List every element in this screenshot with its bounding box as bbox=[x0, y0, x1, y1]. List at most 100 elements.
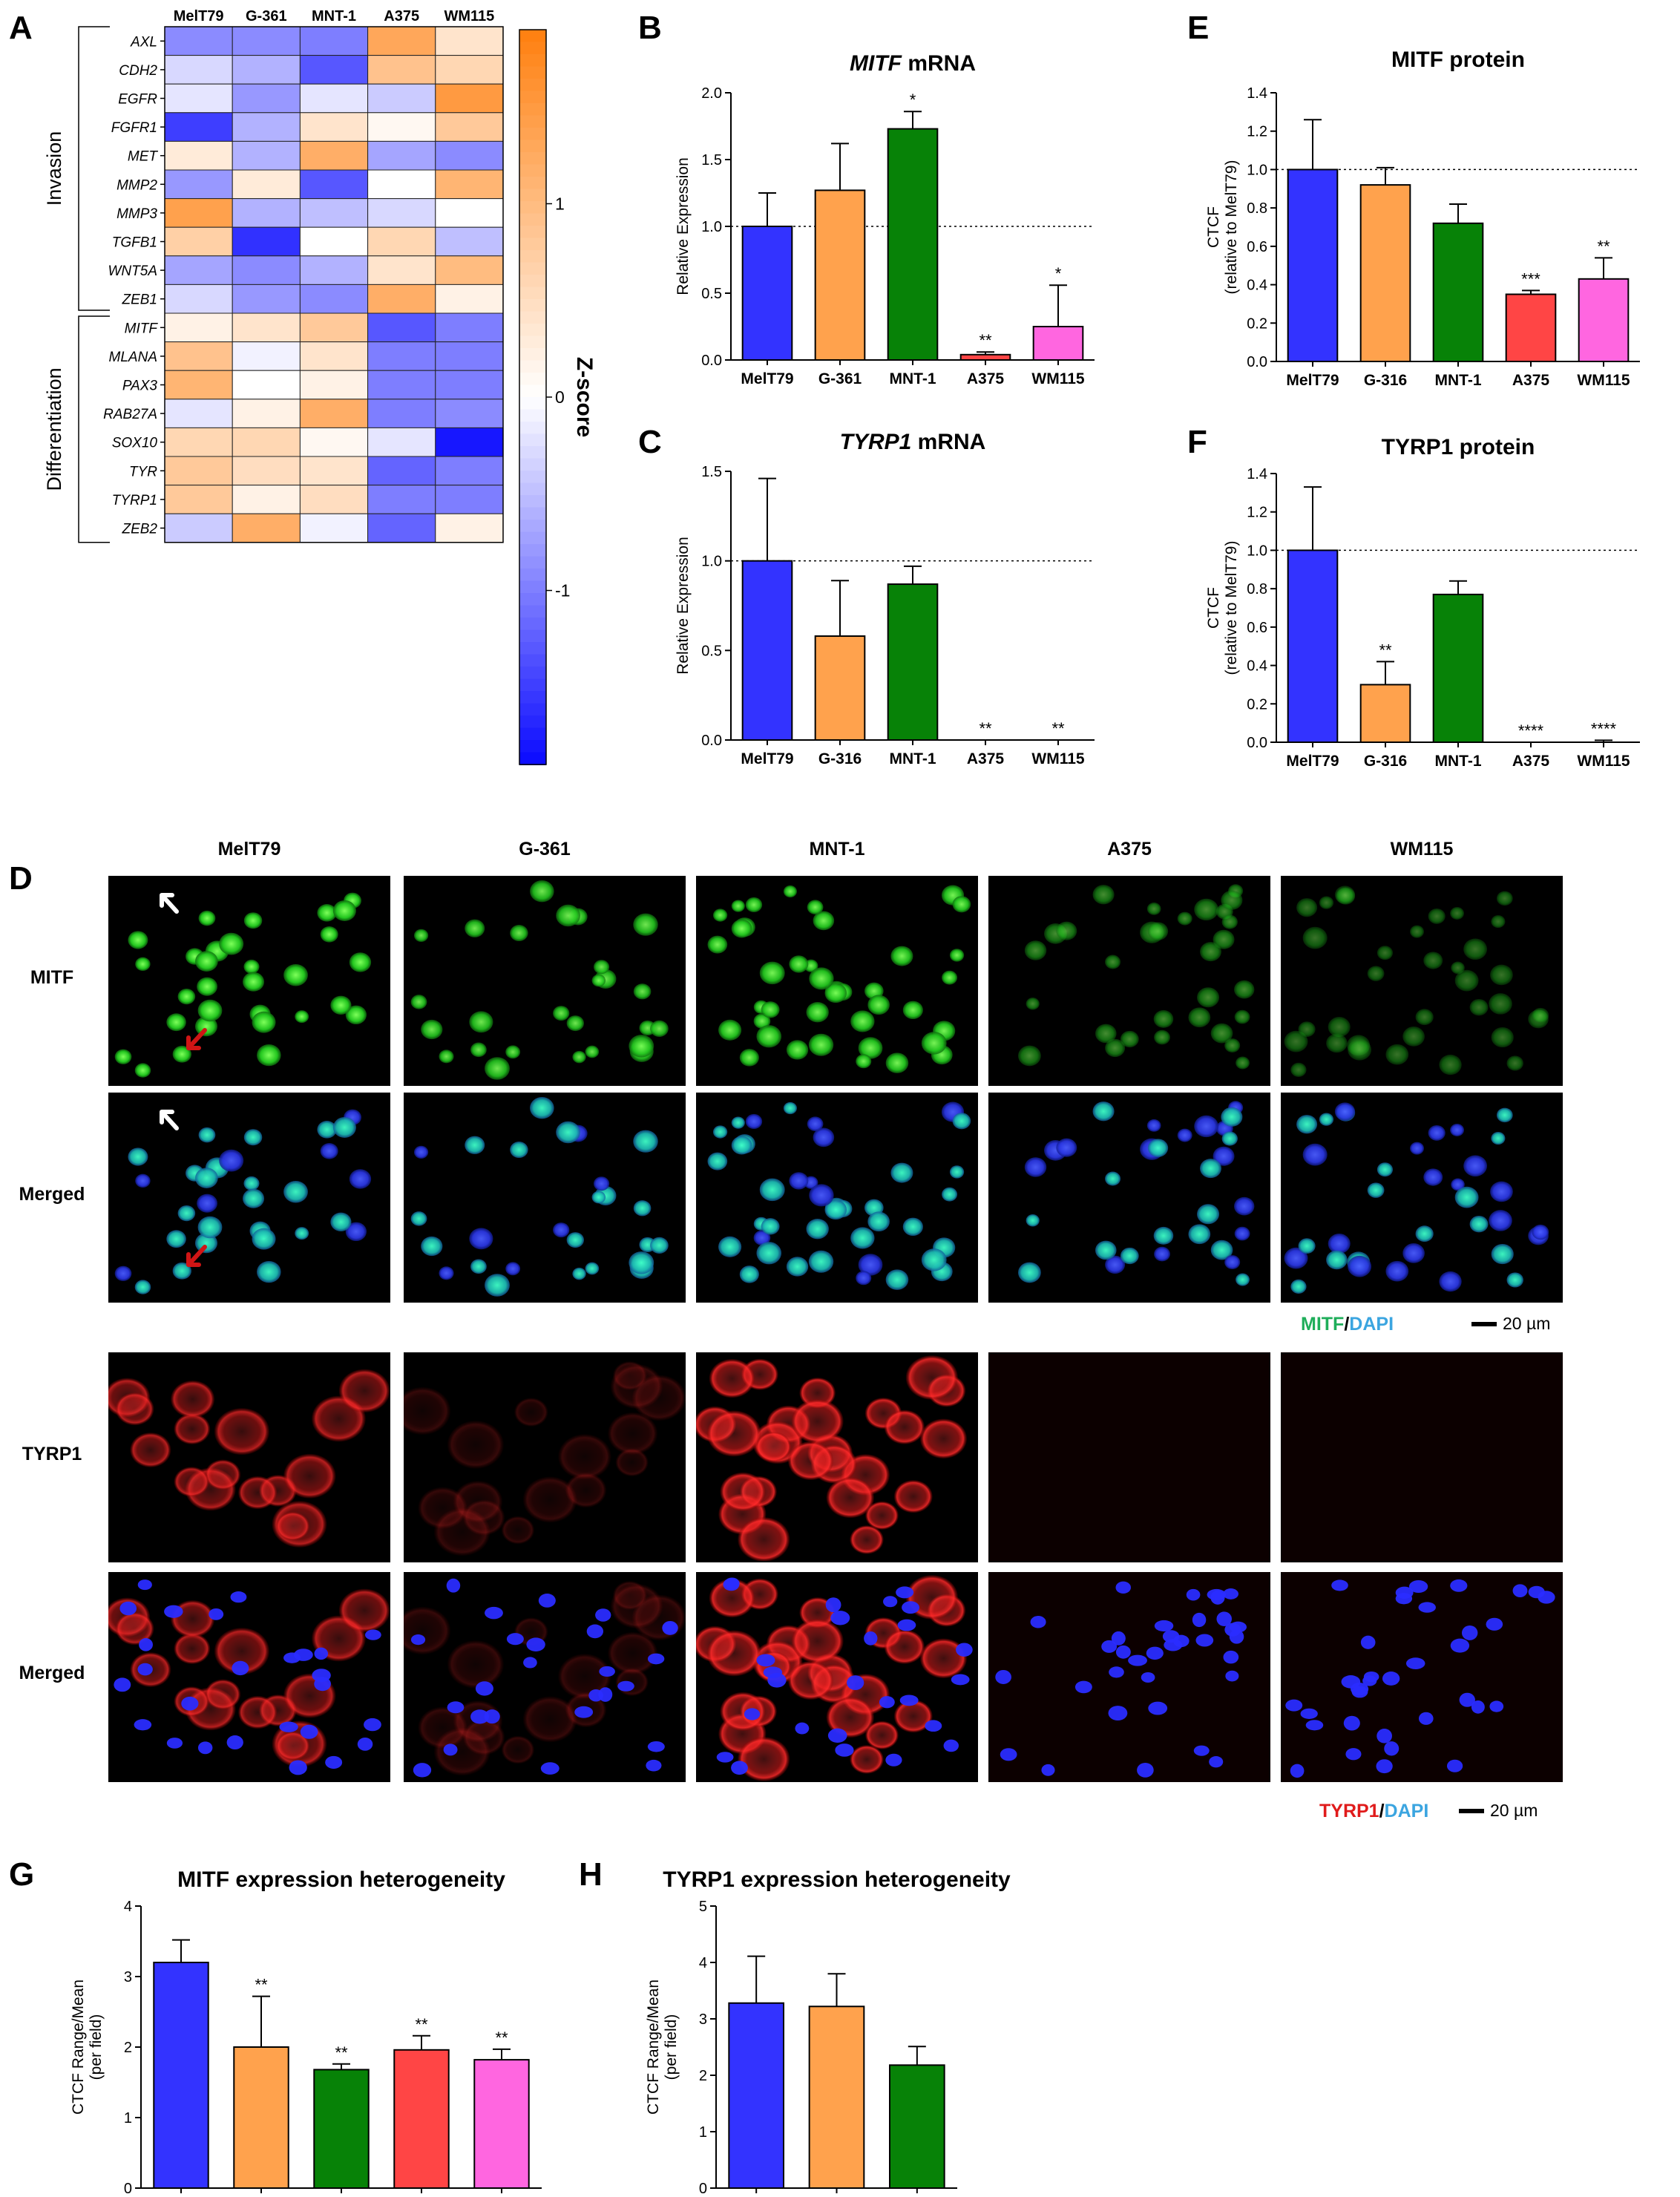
cytoplasm bbox=[404, 1386, 451, 1435]
nucleus bbox=[226, 1735, 243, 1750]
cytoplasm bbox=[787, 1661, 834, 1700]
heatmap-cell bbox=[164, 83, 233, 114]
nucleus bbox=[783, 1101, 797, 1115]
nucleus bbox=[209, 1608, 224, 1620]
nucleus bbox=[320, 926, 338, 943]
nucleus bbox=[1225, 1670, 1239, 1682]
cytoplasm bbox=[463, 1719, 505, 1755]
nucleus bbox=[629, 1251, 654, 1274]
nucleus bbox=[921, 1032, 947, 1055]
micrograph-background bbox=[1281, 876, 1563, 1086]
micrograph-panel bbox=[108, 1093, 390, 1303]
nucleus bbox=[1296, 898, 1318, 917]
nucleus bbox=[465, 919, 485, 937]
nucleus bbox=[1319, 1113, 1334, 1126]
nucleus bbox=[1234, 1226, 1250, 1241]
nucleus bbox=[731, 1116, 745, 1129]
colorbar-segment bbox=[519, 727, 546, 741]
nucleus bbox=[1402, 1027, 1425, 1047]
y-tick-label: 2 bbox=[124, 2040, 132, 2056]
cytoplasm bbox=[338, 1369, 390, 1412]
cytoplasm bbox=[174, 1633, 211, 1664]
micrograph-content bbox=[114, 892, 372, 1078]
heatmap-row-label: ZEB2 bbox=[121, 522, 157, 537]
nucleus bbox=[1200, 1159, 1221, 1179]
nucleus bbox=[809, 967, 834, 990]
colorbar-segment bbox=[519, 520, 546, 533]
heatmap-row-label: RAB27A bbox=[103, 407, 157, 422]
colorbar-segment bbox=[519, 213, 546, 226]
heatmap-column-label: MNT-1 bbox=[312, 8, 356, 24]
nucleus bbox=[599, 1666, 615, 1677]
heatmap-cell bbox=[299, 112, 369, 142]
nucleus bbox=[1024, 940, 1047, 960]
nucleus bbox=[1376, 1759, 1393, 1774]
nucleus bbox=[1153, 1226, 1174, 1245]
nucleus bbox=[1469, 1215, 1489, 1233]
nucleus bbox=[1210, 1590, 1225, 1605]
nucleus bbox=[1120, 1247, 1139, 1265]
nucleus bbox=[1326, 1033, 1348, 1053]
nucleus bbox=[858, 1254, 883, 1276]
nucleus bbox=[349, 1169, 372, 1189]
nucleus bbox=[485, 1606, 503, 1620]
nucleus bbox=[135, 1173, 151, 1188]
significance-mark: * bbox=[1055, 264, 1062, 283]
nucleus bbox=[650, 1020, 669, 1037]
nucleus bbox=[739, 1049, 759, 1067]
heatmap-cell bbox=[299, 370, 369, 400]
micrograph-column-label: A375 bbox=[1107, 839, 1152, 860]
panel-c: C TYRP1 mRNA 0.0 0.5 1.0 1.5 Relative Express… bbox=[638, 424, 1095, 767]
nucleus bbox=[1221, 1131, 1238, 1146]
nucleus bbox=[114, 1677, 131, 1692]
nucleus bbox=[1213, 1146, 1235, 1166]
scale-bar-label: 20 µm bbox=[1490, 1801, 1538, 1820]
nucleus bbox=[1146, 1119, 1161, 1132]
x-tick-label: MNT-1 bbox=[1435, 372, 1482, 389]
cytoplasm bbox=[610, 1363, 663, 1409]
cytoplasm bbox=[608, 1631, 658, 1674]
cytoplasm bbox=[558, 1654, 611, 1699]
nucleus bbox=[1095, 1240, 1117, 1260]
cytoplasm bbox=[893, 1700, 933, 1733]
cytoplasm bbox=[608, 1412, 658, 1455]
cytoplasm bbox=[514, 1398, 548, 1427]
heatmap-cell bbox=[232, 513, 301, 543]
nucleus bbox=[1415, 1225, 1434, 1242]
heatmap-column-label: G-361 bbox=[246, 8, 287, 24]
nucleus bbox=[1115, 1645, 1131, 1659]
significance-mark: ** bbox=[335, 2043, 348, 2062]
nucleus bbox=[1056, 921, 1077, 940]
nucleus bbox=[1195, 1634, 1214, 1647]
y-tick-label: 1.2 bbox=[1247, 124, 1267, 140]
cytoplasm bbox=[115, 1612, 154, 1646]
y-tick-label: 0 bbox=[124, 2181, 132, 2197]
nucleus bbox=[1234, 1009, 1250, 1024]
nucleus bbox=[885, 1753, 902, 1767]
nucleus bbox=[925, 1720, 942, 1732]
micrograph-panel bbox=[1281, 1093, 1563, 1303]
nucleus bbox=[469, 1228, 493, 1250]
heatmap-cell bbox=[232, 485, 301, 514]
nucleus bbox=[1491, 1027, 1514, 1048]
nucleus bbox=[295, 1010, 309, 1024]
cytoplasm bbox=[283, 1453, 336, 1499]
nucleus bbox=[1236, 1273, 1250, 1286]
y-tick-label: 0 bbox=[699, 2181, 707, 2197]
nucleus bbox=[134, 1719, 152, 1731]
nucleus bbox=[593, 960, 610, 975]
heatmap-column-label: MelT79 bbox=[174, 8, 224, 24]
nucleus bbox=[921, 1248, 947, 1271]
chart-title-text: TYRP1 protein bbox=[1382, 435, 1535, 459]
nucleus bbox=[716, 1752, 734, 1763]
nucleus bbox=[197, 999, 223, 1022]
bar bbox=[473, 2059, 530, 2190]
colorbar-segment bbox=[519, 569, 546, 582]
legend-mitf-label: MITF bbox=[1301, 1314, 1344, 1335]
nucleus bbox=[137, 1579, 152, 1591]
nucleus bbox=[1192, 1612, 1207, 1628]
svg-text:TYRP1/DAPI: TYRP1/DAPI bbox=[1319, 1801, 1428, 1821]
nucleus bbox=[1489, 993, 1512, 1015]
nucleus bbox=[1454, 969, 1479, 992]
heatmap-cell bbox=[164, 341, 233, 371]
